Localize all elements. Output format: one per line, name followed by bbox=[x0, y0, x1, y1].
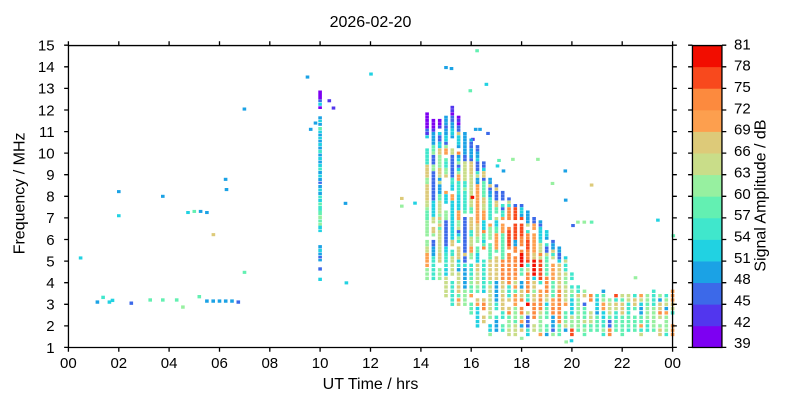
svg-text:60: 60 bbox=[734, 186, 751, 203]
svg-text:13: 13 bbox=[38, 81, 55, 98]
svg-text:22: 22 bbox=[614, 355, 631, 372]
svg-text:20: 20 bbox=[564, 355, 581, 372]
svg-text:72: 72 bbox=[734, 100, 751, 117]
svg-text:00: 00 bbox=[664, 355, 681, 372]
svg-text:10: 10 bbox=[312, 355, 329, 372]
svg-text:06: 06 bbox=[211, 355, 228, 372]
svg-text:57: 57 bbox=[734, 207, 751, 224]
svg-text:Frequency / MHz: Frequency / MHz bbox=[12, 132, 29, 254]
svg-text:3: 3 bbox=[46, 297, 54, 314]
svg-text:51: 51 bbox=[734, 250, 751, 267]
svg-text:78: 78 bbox=[734, 58, 751, 75]
svg-text:45: 45 bbox=[734, 293, 751, 310]
svg-text:9: 9 bbox=[46, 167, 54, 184]
svg-text:04: 04 bbox=[161, 355, 178, 372]
svg-text:69: 69 bbox=[734, 122, 751, 139]
svg-text:54: 54 bbox=[734, 229, 751, 246]
svg-text:14: 14 bbox=[38, 59, 55, 76]
svg-text:6: 6 bbox=[46, 232, 54, 249]
svg-text:15: 15 bbox=[38, 38, 55, 55]
svg-text:12: 12 bbox=[38, 102, 55, 119]
svg-text:10: 10 bbox=[38, 145, 55, 162]
svg-text:39: 39 bbox=[734, 335, 751, 352]
svg-text:5: 5 bbox=[46, 253, 54, 270]
svg-text:11: 11 bbox=[39, 124, 55, 141]
svg-text:1: 1 bbox=[46, 340, 54, 357]
svg-text:75: 75 bbox=[734, 79, 751, 96]
svg-text:Signal Amplitude / dB: Signal Amplitude / dB bbox=[753, 120, 770, 272]
svg-text:12: 12 bbox=[362, 355, 379, 372]
svg-text:16: 16 bbox=[463, 355, 480, 372]
svg-text:42: 42 bbox=[734, 314, 751, 331]
svg-text:2: 2 bbox=[46, 318, 54, 335]
svg-text:8: 8 bbox=[46, 189, 54, 206]
svg-text:7: 7 bbox=[46, 210, 54, 227]
svg-text:02: 02 bbox=[110, 355, 127, 372]
svg-text:14: 14 bbox=[413, 355, 430, 372]
svg-text:66: 66 bbox=[734, 143, 751, 160]
svg-text:63: 63 bbox=[734, 164, 751, 181]
svg-text:08: 08 bbox=[261, 355, 278, 372]
svg-text:4: 4 bbox=[46, 275, 54, 292]
svg-text:81: 81 bbox=[734, 36, 751, 53]
svg-text:00: 00 bbox=[60, 355, 77, 372]
svg-text:UT Time / hrs: UT Time / hrs bbox=[323, 376, 419, 393]
svg-text:18: 18 bbox=[513, 355, 530, 372]
svg-text:2026-02-20: 2026-02-20 bbox=[330, 14, 412, 31]
svg-text:48: 48 bbox=[734, 271, 751, 288]
